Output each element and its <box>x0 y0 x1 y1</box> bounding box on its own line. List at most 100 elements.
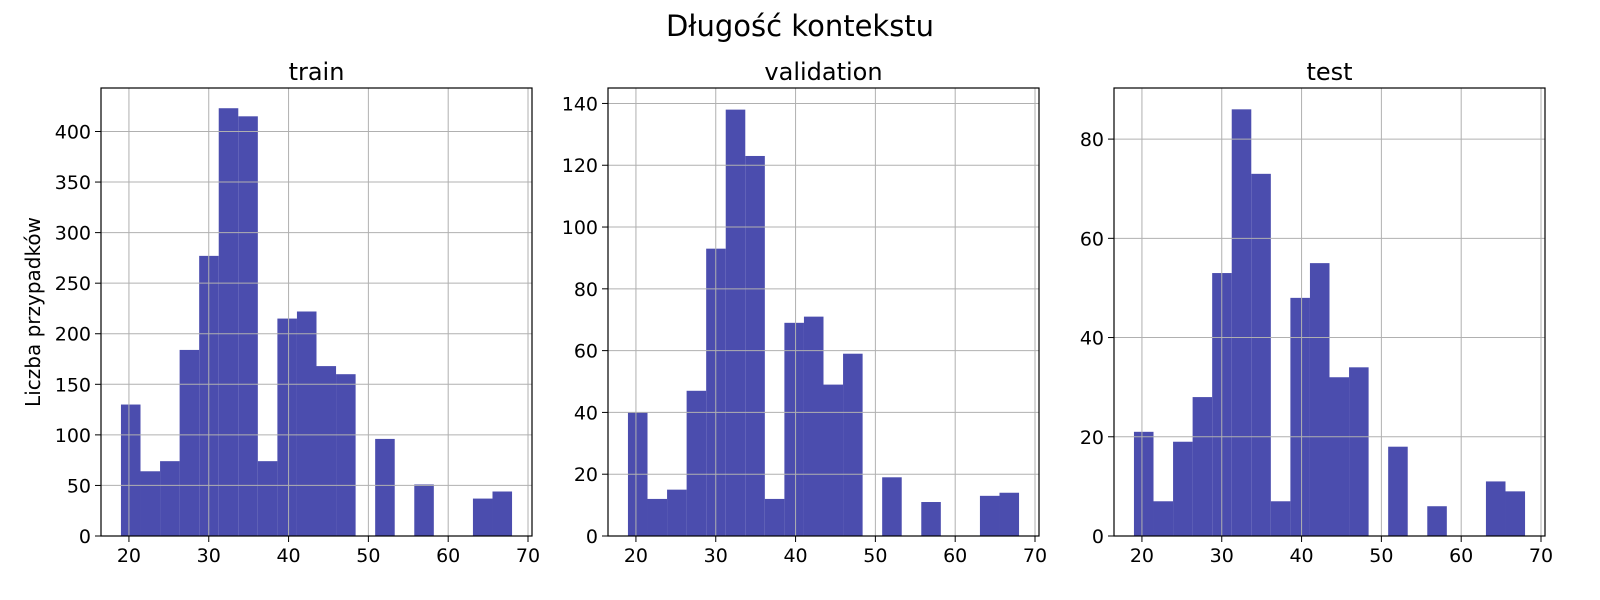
test-bar <box>1251 173 1271 536</box>
validation-bar <box>764 498 785 536</box>
train-ytick-label: 150 <box>55 374 91 396</box>
validation-bar <box>823 384 844 536</box>
train-bars <box>120 108 513 536</box>
validation-bar <box>667 489 687 536</box>
validation-bar <box>647 498 668 536</box>
panel-validation: 20 30 40 50 60 70 0 20 40 60 80 100 120 140 validation <box>562 58 1047 567</box>
test-ytick-label: 40 <box>1080 328 1104 350</box>
test-xtick-label: 70 <box>1529 545 1553 567</box>
validation-bar <box>725 109 746 536</box>
test-ytick-label: 20 <box>1080 427 1104 449</box>
test-ytick-label: 0 <box>1092 526 1104 548</box>
train-bar <box>296 311 317 536</box>
validation-ytick-label: 80 <box>574 279 598 301</box>
train-ytick-label: 400 <box>55 121 91 143</box>
train-ytick-label: 250 <box>55 273 91 295</box>
panel-test: 20 30 40 50 60 70 0 20 40 60 80 test <box>1080 58 1553 567</box>
test-bar <box>1153 501 1174 536</box>
validation-ytick-label: 140 <box>562 93 598 115</box>
test-ytick-label: 60 <box>1080 228 1104 250</box>
train-bar <box>277 318 297 536</box>
train-bar <box>472 498 493 536</box>
train-bar <box>179 349 200 536</box>
panels: 20 30 40 50 60 70050100150200250300350400trai… <box>55 58 1553 567</box>
train-xtick-label: 30 <box>197 545 221 567</box>
test-bar <box>1485 481 1506 536</box>
test-bar <box>1133 431 1154 536</box>
train-xtick-label: 20 <box>117 545 141 567</box>
test-bar <box>1192 397 1213 536</box>
test-bar <box>1309 263 1330 536</box>
validation-xtick-label: 30 <box>704 545 728 567</box>
figure-title: Długość kontekstu <box>666 9 934 43</box>
test-bars <box>1133 109 1526 536</box>
validation-title: validation <box>764 58 882 86</box>
test-ytick-label: 80 <box>1080 129 1104 151</box>
train-bar <box>120 404 141 536</box>
validation-ytick-label: 100 <box>562 217 598 239</box>
train-xtick-label: 50 <box>356 545 380 567</box>
train-ytick-label: 100 <box>55 425 91 447</box>
validation-xtick-label: 70 <box>1023 545 1047 567</box>
train-bar <box>492 491 513 536</box>
validation-bar <box>921 502 941 536</box>
train-bar <box>218 108 239 536</box>
test-title: test <box>1306 58 1352 86</box>
y-axis-label: Liczba przypadków <box>21 217 45 407</box>
validation-ytick-label: 60 <box>574 341 598 363</box>
train-ytick-label: 0 <box>79 526 91 548</box>
validation-ytick-label: 120 <box>562 155 598 177</box>
train-bar <box>160 461 180 536</box>
test-xtick-label: 20 <box>1130 545 1154 567</box>
validation-xtick-label: 40 <box>783 545 807 567</box>
train-bar <box>375 438 395 536</box>
validation-xtick-label: 50 <box>863 545 887 567</box>
train-title: train <box>289 58 345 86</box>
panel-train: 20 30 40 50 60 70 0 50 100 150 200 250 300 350 400 trai… <box>55 58 540 567</box>
train-ytick-label: 350 <box>55 172 91 194</box>
train-xtick-label: 70 <box>516 545 540 567</box>
test-bar <box>1505 491 1526 536</box>
train-grid <box>101 88 532 537</box>
validation-bars <box>627 109 1020 537</box>
validation-bar <box>882 477 902 536</box>
test-bar <box>1290 297 1310 536</box>
train-bar <box>140 471 161 536</box>
validation-bar <box>803 316 824 536</box>
validation-axes-frame <box>607 87 1040 537</box>
test-bar <box>1231 109 1252 536</box>
train-bar <box>336 374 356 536</box>
test-axes-frame <box>1113 87 1546 537</box>
validation-ytick-label: 40 <box>574 402 598 424</box>
validation-xtick-label: 20 <box>624 545 648 567</box>
test-bar <box>1173 441 1193 536</box>
test-xtick-label: 50 <box>1369 545 1393 567</box>
validation-bar <box>745 155 765 536</box>
validation-ytick-label: 0 <box>586 526 598 548</box>
train-bar <box>316 366 337 536</box>
train-ytick-label: 50 <box>67 475 91 497</box>
validation-bar <box>843 353 863 536</box>
test-xtick-label: 30 <box>1210 545 1234 567</box>
test-xtick-label: 60 <box>1449 545 1473 567</box>
validation-bar <box>999 492 1020 536</box>
test-bar <box>1270 501 1291 536</box>
test-bar <box>1329 377 1350 536</box>
train-xtick-label: 40 <box>276 545 300 567</box>
train-bar <box>257 461 278 536</box>
validation-xtick-label: 60 <box>943 545 967 567</box>
test-xtick-label: 40 <box>1289 545 1313 567</box>
train-ytick-label: 200 <box>55 324 91 346</box>
test-bar <box>1349 367 1369 536</box>
train-xtick-label: 60 <box>436 545 460 567</box>
validation-bar <box>784 322 804 536</box>
test-bar <box>1388 446 1408 536</box>
train-axes-frame <box>100 87 533 537</box>
validation-ytick-label: 20 <box>574 464 598 486</box>
test-grid <box>1114 88 1545 537</box>
train-ytick-label: 300 <box>55 223 91 245</box>
train-bar <box>238 116 258 536</box>
validation-bar <box>979 495 1000 536</box>
train-bar <box>414 484 434 536</box>
